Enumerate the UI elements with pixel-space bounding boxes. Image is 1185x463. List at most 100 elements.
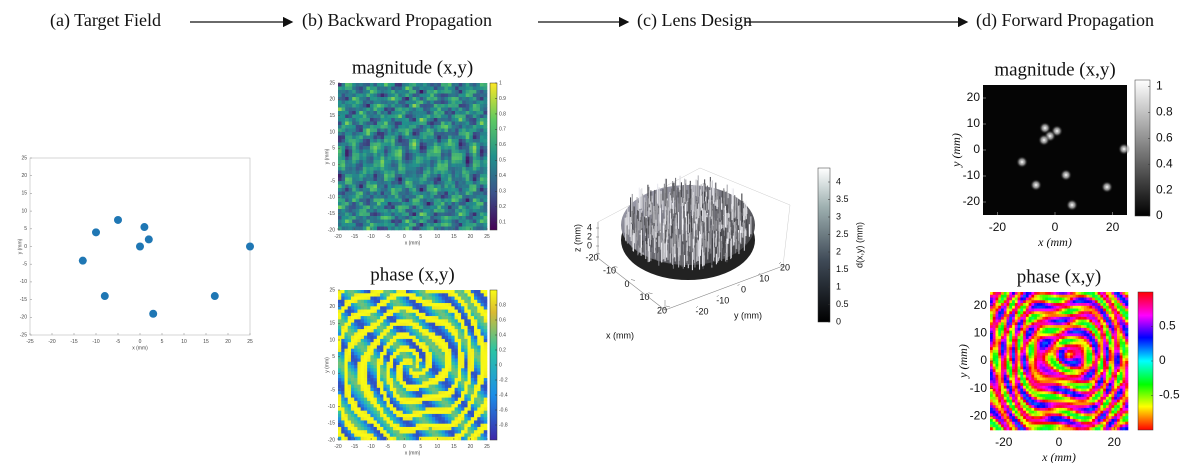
colorbar-tick-label: 0.8 (1156, 105, 1173, 119)
pixel (359, 185, 363, 189)
pixel (483, 143, 487, 147)
pixel (432, 375, 436, 379)
pixel (352, 227, 356, 231)
pixel (432, 391, 436, 395)
pixel (409, 316, 413, 320)
pixel (461, 368, 465, 372)
pixel (438, 352, 442, 356)
pixel (419, 345, 423, 349)
pixel (459, 146, 463, 150)
pixel (451, 430, 455, 434)
pixel (373, 94, 377, 98)
pixel (344, 310, 348, 314)
pixel (366, 143, 370, 147)
pixel (455, 414, 459, 418)
pixel (341, 303, 345, 307)
pixel (481, 329, 485, 333)
pixel (427, 199, 431, 203)
pixel (448, 352, 452, 356)
pixel (366, 223, 370, 227)
colorbar-tick-label: 0.6 (499, 142, 506, 148)
pixel (432, 388, 436, 392)
pixel (367, 365, 371, 369)
pixel (384, 199, 388, 203)
pixel (390, 411, 394, 415)
pixel (413, 227, 417, 231)
pixel (445, 381, 449, 385)
pixel (405, 164, 409, 168)
pixel (451, 385, 455, 389)
pixel (364, 375, 368, 379)
pixel (341, 388, 345, 392)
pixel (384, 97, 388, 101)
pixel (380, 417, 384, 421)
colorbar (818, 168, 830, 322)
pixel (393, 362, 397, 366)
pixel (384, 209, 388, 213)
pixel (400, 293, 404, 297)
pixel (352, 108, 356, 112)
x-axis-label: x (mm) (132, 345, 148, 351)
pixel (406, 385, 410, 389)
x-tick-label: -20 (334, 444, 341, 450)
pixel (432, 398, 436, 402)
pixel (427, 192, 431, 196)
pixel (405, 94, 409, 98)
pixel (435, 388, 439, 392)
pixel (444, 122, 448, 126)
pixel (388, 185, 392, 189)
pixel (438, 433, 442, 437)
pixel (480, 104, 484, 108)
pixel (438, 381, 442, 385)
pixel (363, 227, 367, 231)
pixel (405, 223, 409, 227)
pixel (398, 192, 402, 196)
pixel (381, 146, 385, 150)
pixel (416, 339, 420, 343)
pixel (338, 326, 342, 330)
pixel (359, 143, 363, 147)
pixel (406, 329, 410, 333)
pixel (357, 417, 361, 421)
pixel (348, 355, 352, 359)
pixel (481, 372, 485, 376)
pixel (377, 111, 381, 115)
pixel (458, 407, 462, 411)
pixel (441, 146, 445, 150)
pixel (370, 404, 374, 408)
pixel (381, 104, 385, 108)
pixel (430, 227, 434, 231)
pixel (484, 362, 488, 366)
pixel (409, 355, 413, 359)
pixel (429, 316, 433, 320)
pixel (461, 332, 465, 336)
pixel (388, 132, 392, 136)
target-point (92, 228, 100, 236)
pixel (420, 129, 424, 133)
pixel (423, 220, 427, 224)
pixel (481, 290, 485, 294)
pixel (357, 352, 361, 356)
pixel (393, 297, 397, 301)
pixel (400, 352, 404, 356)
pixel (473, 192, 477, 196)
x-tick-label: -15 (70, 339, 77, 345)
pixel (383, 290, 387, 294)
pixel (990, 397, 993, 400)
pixel (990, 416, 993, 419)
pixel (370, 313, 374, 317)
pixel (468, 404, 472, 408)
pixel (351, 391, 355, 395)
pixel (366, 108, 370, 112)
pixel (444, 227, 448, 231)
pixel (445, 342, 449, 346)
pixel (361, 391, 365, 395)
pixel (403, 368, 407, 372)
pixel (370, 368, 374, 372)
pixel (435, 352, 439, 356)
pixel (409, 136, 413, 140)
pixel (356, 90, 360, 94)
pixel (387, 319, 391, 323)
pixel (480, 87, 484, 91)
pixel (441, 94, 445, 98)
